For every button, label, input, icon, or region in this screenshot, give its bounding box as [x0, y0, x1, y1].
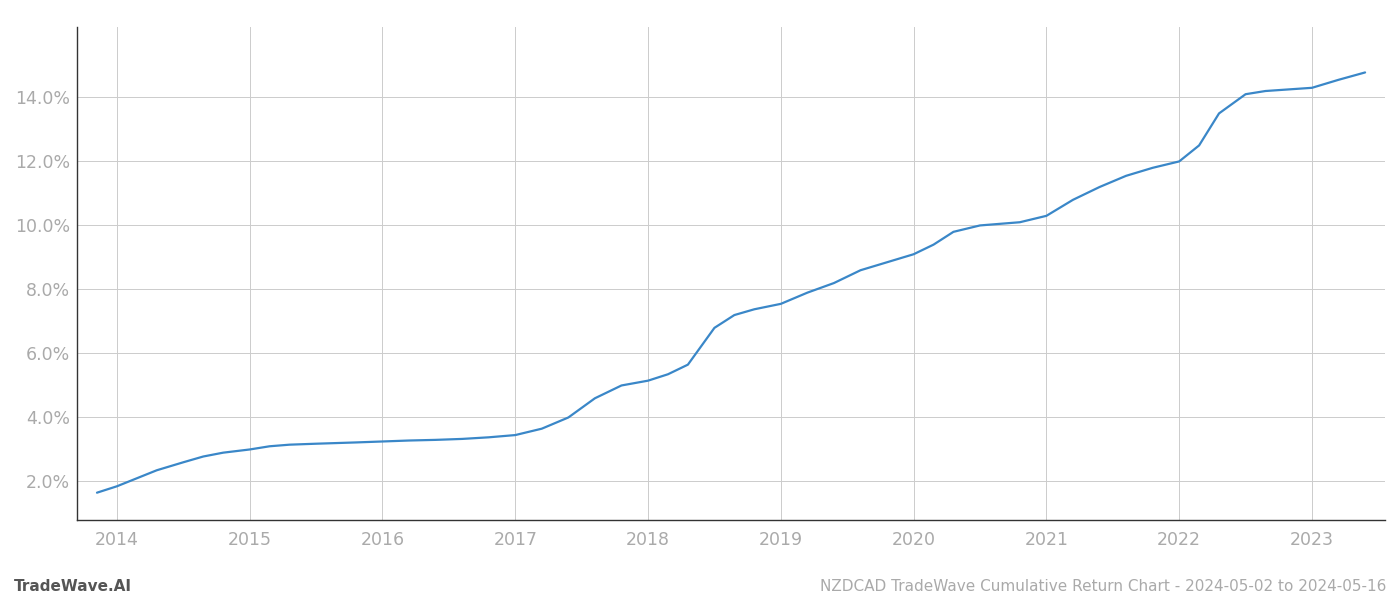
Text: TradeWave.AI: TradeWave.AI — [14, 579, 132, 594]
Text: NZDCAD TradeWave Cumulative Return Chart - 2024-05-02 to 2024-05-16: NZDCAD TradeWave Cumulative Return Chart… — [819, 579, 1386, 594]
